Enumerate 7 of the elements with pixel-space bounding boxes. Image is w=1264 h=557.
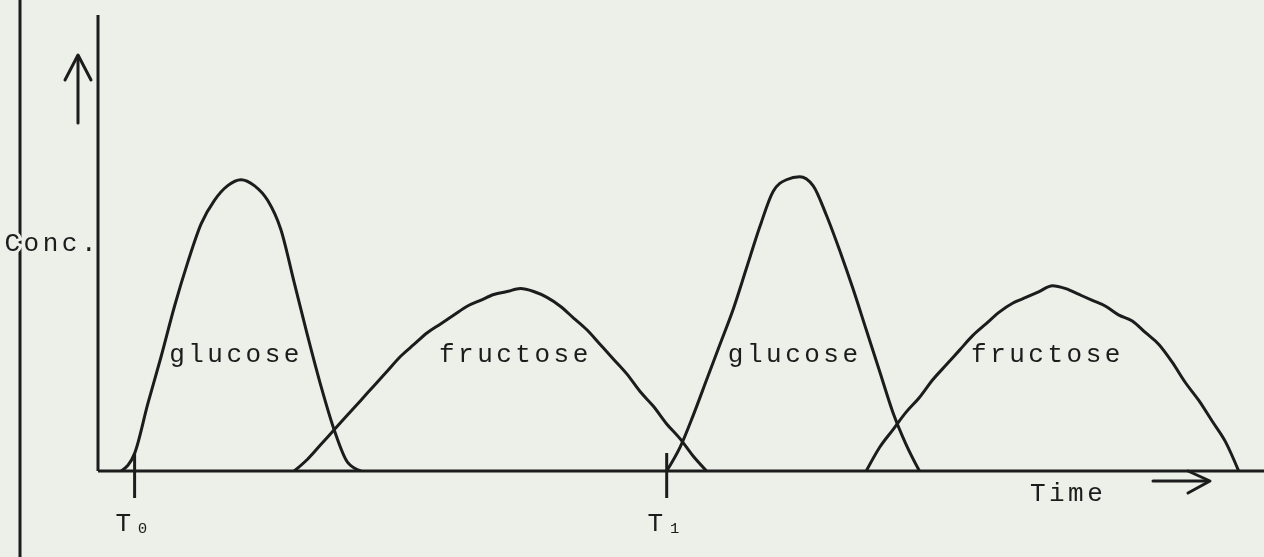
series-label: fructose — [971, 340, 1124, 371]
series-label: glucose — [169, 340, 303, 371]
x-tick-label: T₀ — [115, 509, 154, 539]
x-tick-label: T₁ — [647, 509, 686, 539]
series-label: fructose — [438, 340, 592, 371]
x-axis-title: Time — [1029, 479, 1107, 509]
series-label: glucose — [727, 340, 862, 371]
